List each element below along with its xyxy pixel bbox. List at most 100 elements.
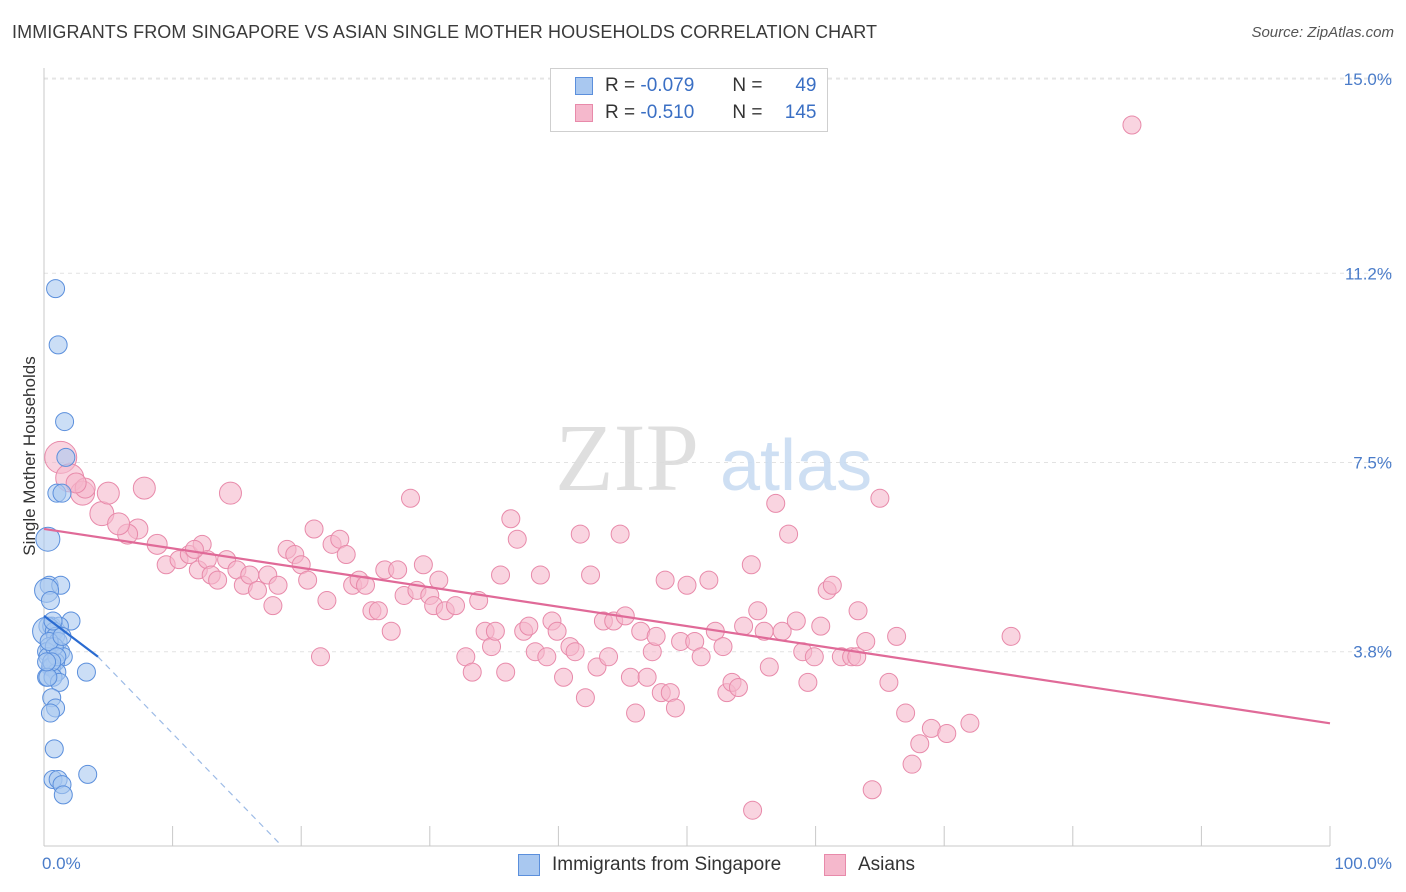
asians-point <box>910 734 930 754</box>
singapore-point <box>53 785 73 805</box>
watermark-atlas: atlas <box>720 426 872 506</box>
x-tick-label: 100.0% <box>1334 854 1392 873</box>
singapore-legend-label: Immigrants from Singapore <box>552 854 782 875</box>
asians-point <box>677 575 697 595</box>
asians-point <box>741 555 761 575</box>
x-tick-label: 0.0% <box>42 854 81 873</box>
asians-point <box>537 647 557 667</box>
asians-point <box>734 616 754 636</box>
asians-point <box>565 642 585 662</box>
asians-point <box>491 565 511 585</box>
legend-r-label: R = <box>605 75 636 96</box>
asians-point <box>665 698 685 718</box>
trend-lines <box>43 527 1331 847</box>
grid-lines <box>44 77 1392 653</box>
asians-point <box>132 476 156 500</box>
asians-point <box>413 555 433 575</box>
singapore-trend-extension <box>97 656 283 847</box>
asians-point <box>743 800 763 820</box>
asians-point <box>748 601 768 621</box>
asians-point <box>937 724 957 744</box>
asians-point <box>530 565 550 585</box>
asians-point <box>699 570 719 590</box>
asians-point <box>268 575 288 595</box>
asians-point <box>304 519 324 539</box>
asians-point <box>575 688 595 708</box>
asians-point <box>1001 626 1021 646</box>
asians-point <box>570 524 590 544</box>
asians-point <box>554 667 574 687</box>
asians-point <box>519 616 539 636</box>
asians-point <box>501 509 521 529</box>
asians-point <box>862 780 882 800</box>
asians-point <box>804 647 824 667</box>
chart-title: IMMIGRANTS FROM SINGAPORE VS ASIAN SINGL… <box>12 22 878 42</box>
asians-point <box>646 626 666 646</box>
singapore-trend-line <box>43 615 99 658</box>
asians-point <box>107 512 131 536</box>
asians-trend-line <box>43 527 1331 725</box>
asians-point <box>65 472 87 494</box>
asians-point <box>848 601 868 621</box>
singapore-point <box>40 591 60 611</box>
asians-point <box>381 621 401 641</box>
singapore-point <box>78 764 98 784</box>
singapore-point <box>55 412 75 432</box>
asians-point <box>786 611 806 631</box>
singapore-legend-swatch <box>518 854 540 876</box>
asians-point <box>896 703 916 723</box>
legend-n-label: N = <box>732 102 763 123</box>
asians-point <box>691 647 711 667</box>
asians-point <box>547 621 567 641</box>
asians-point <box>1122 115 1142 135</box>
source-credit: Source: ZipAtlas.com <box>1251 24 1394 41</box>
asians-point <box>218 481 242 505</box>
singapore-point <box>37 652 57 672</box>
asians-point <box>887 626 907 646</box>
legend-n-label: N = <box>732 75 763 96</box>
asians-point <box>581 565 601 585</box>
watermark-zip: ZIP <box>555 404 699 511</box>
tick-labels: 3.8% 7.5% 11.2% 15.0% 0.0% 100.0% <box>42 70 1392 873</box>
y-tick-label: 3.8% <box>1353 643 1392 662</box>
asians-point <box>870 488 890 508</box>
singapore-point <box>46 279 66 299</box>
singapore-point <box>52 483 72 503</box>
asians-point <box>368 601 388 621</box>
asians-swatch <box>575 104 593 122</box>
singapore-point <box>40 703 60 723</box>
y-tick-label: 15.0% <box>1344 70 1392 89</box>
legend-n-value: 49 <box>795 75 817 96</box>
watermark: ZIP atlas <box>555 404 872 511</box>
y-tick-label: 7.5% <box>1353 454 1392 473</box>
asians-point <box>599 647 619 667</box>
singapore-point <box>35 526 61 552</box>
legend-r-value: -0.079 <box>640 75 695 96</box>
singapore-point <box>76 662 96 682</box>
asians-point <box>184 539 204 559</box>
asians-point <box>637 667 657 687</box>
asians-point <box>485 621 505 641</box>
asians-point <box>388 560 408 580</box>
legend-r-value: -0.510 <box>640 102 695 123</box>
bottom-legend-singapore[interactable]: Immigrants from Singapore <box>518 852 781 878</box>
asians-point <box>779 524 799 544</box>
asians-point <box>610 524 630 544</box>
bottom-legend-asians[interactable]: Asians <box>824 852 915 878</box>
legend-row-singapore: R = -0.079 N = 49 <box>575 74 817 98</box>
asians-point <box>902 754 922 774</box>
asians-legend-label: Asians <box>858 854 916 875</box>
legend-r-label: R = <box>605 102 636 123</box>
asians-point <box>713 637 733 657</box>
singapore-point <box>44 739 64 759</box>
singapore-point <box>48 335 68 355</box>
asians-point <box>429 570 449 590</box>
asians-point <box>655 570 675 590</box>
asians-point <box>356 575 375 595</box>
asians-point <box>336 545 356 565</box>
singapore-swatch <box>575 77 593 95</box>
asians-point <box>401 488 421 508</box>
asians-point <box>766 493 786 513</box>
asians-point <box>317 591 337 611</box>
